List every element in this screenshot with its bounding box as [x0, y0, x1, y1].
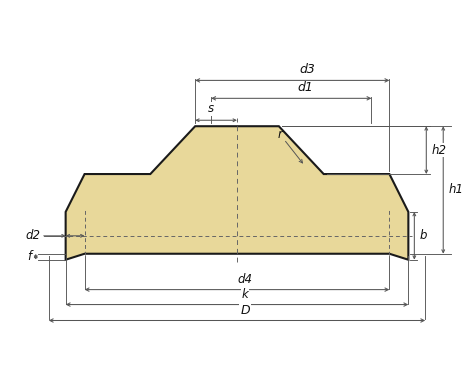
Text: s: s [208, 102, 214, 115]
Text: h2: h2 [431, 144, 447, 157]
Text: d1: d1 [297, 81, 313, 94]
Text: d2: d2 [26, 229, 41, 242]
Text: h1: h1 [448, 183, 463, 196]
Text: k: k [242, 288, 248, 301]
Text: b: b [419, 229, 427, 242]
Text: D: D [240, 304, 250, 317]
Text: f: f [27, 250, 32, 263]
Text: d4: d4 [237, 273, 253, 286]
Polygon shape [65, 126, 409, 260]
Text: r: r [278, 128, 302, 163]
Text: d3: d3 [299, 63, 315, 76]
